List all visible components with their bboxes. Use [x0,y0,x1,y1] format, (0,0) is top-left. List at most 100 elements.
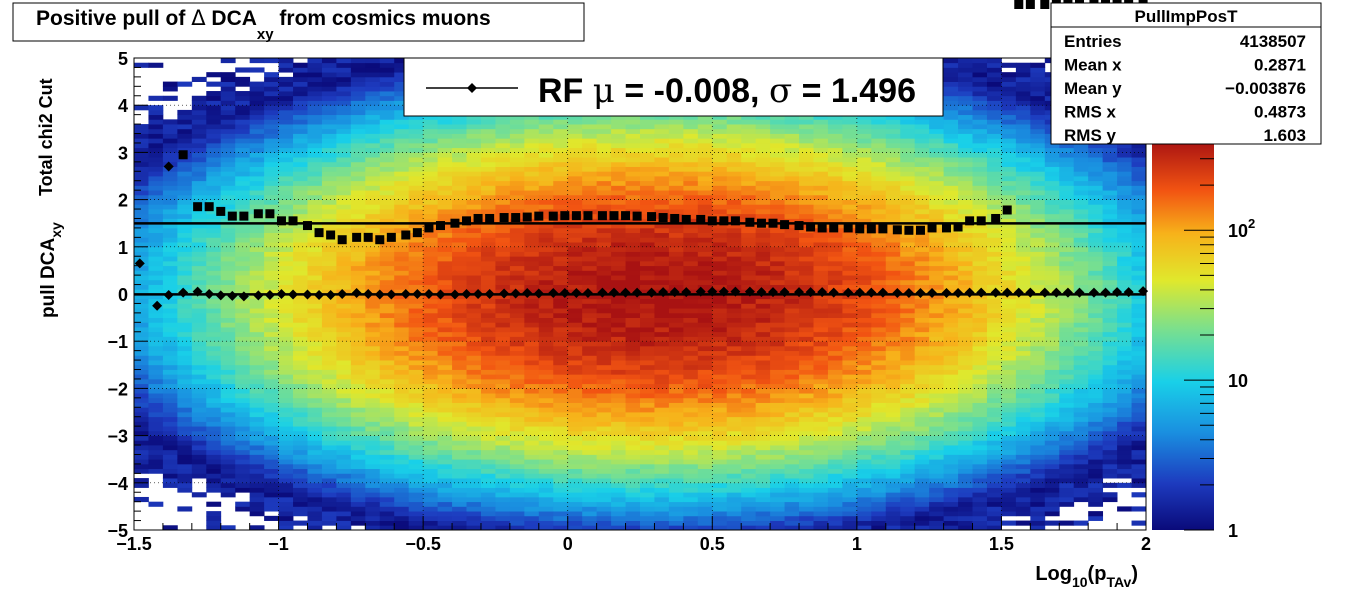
heatmap-cell [726,242,742,248]
heatmap-cell [567,223,583,229]
heatmap-cell [336,128,352,134]
heatmap-cell [379,218,395,224]
heatmap-cell [206,251,222,257]
heatmap-cell [683,345,699,352]
heatmap-cell [437,463,453,470]
heatmap-cell [683,171,699,177]
heatmap-cell [307,350,323,356]
heatmap-cell [206,478,222,484]
heatmap-cell [264,449,279,455]
heatmap-cell [596,416,612,422]
heatmap-cell [799,157,814,163]
heatmap-cell [712,520,728,526]
heatmap-cell [423,355,438,361]
heatmap-cell [480,275,496,281]
heatmap-cell [293,341,308,347]
heatmap-cell [206,312,222,318]
heatmap-cell [726,454,742,460]
heatmap-cell [394,246,410,252]
heatmap-cell [249,407,265,413]
heatmap-cell [582,176,598,182]
heatmap-cell [582,515,598,521]
heatmap-cell [235,147,251,153]
heatmap-cell [148,242,164,248]
heatmap-cell [726,265,742,271]
heatmap-cell [553,317,569,323]
heatmap-cell [480,378,496,385]
heatmap-cell [842,515,858,521]
heatmap-cell [134,440,149,446]
heatmap-cell [278,62,294,68]
heatmap-cell [220,251,236,257]
heatmap-cell [553,440,569,446]
heatmap-cell [191,105,207,111]
heatmap-cell [596,473,612,479]
heatmap-cell [394,157,410,163]
heatmap-cell [480,124,496,130]
heatmap-cell [408,142,424,149]
heatmap-cell [365,260,381,267]
heatmap-cell [249,388,265,394]
heatmap-cell [394,322,410,328]
heatmap-cell [842,506,858,512]
heatmap-cell [524,298,540,304]
heatmap-cell [452,190,467,196]
heatmap-cell [177,199,193,205]
heatmap-cell [206,275,222,281]
heatmap-cell [220,81,236,87]
heatmap-cell [640,374,655,380]
heatmap-cell [264,251,279,257]
heatmap-cell [394,138,410,144]
heatmap-cell [206,95,222,101]
heatmap-cell [235,279,251,285]
heatmap-cell [741,501,757,507]
heatmap-cell [827,303,843,309]
heatmap-cell [640,128,655,134]
heatmap-cell [668,171,684,177]
heatmap-cell [365,487,381,493]
heatmap-cell [553,279,569,285]
heatmap-cell [134,133,149,139]
heatmap-cell [466,341,482,347]
heatmap-cell [538,374,554,380]
heatmap-cell [336,331,352,337]
heatmap-cell [394,511,410,517]
heatmap-cell [755,454,771,460]
heatmap-cell [191,190,207,196]
heatmap-cell [264,412,279,418]
heatmap-cell [249,95,265,101]
heatmap-cell [307,194,323,200]
heatmap-cell [654,331,670,337]
heatmap-cell [191,435,207,441]
heatmap-cell [394,76,410,82]
heatmap-cell [307,515,323,521]
heatmap-cell [697,397,713,403]
heatmap-cell [871,478,887,484]
heatmap-cell [191,199,207,205]
heatmap-cell [726,246,742,252]
heatmap-cell [452,496,467,503]
heatmap-cell [697,435,713,441]
heatmap-cell [365,317,381,323]
heatmap-cell [206,237,222,243]
heatmap-cell [697,430,713,436]
heatmap-cell [321,426,337,432]
heatmap-cell [365,397,381,403]
heatmap-cell [582,496,598,503]
heatmap-cell [191,350,207,356]
heatmap-cell [408,119,424,125]
heatmap-cell [466,194,482,200]
heatmap-cell [293,152,308,158]
heatmap-cell [524,246,540,252]
heatmap-cell [842,204,858,210]
heatmap-cell [437,133,453,139]
heatmap-cell [235,407,251,413]
heatmap-cell [307,303,323,309]
heatmap-cell [321,218,337,224]
heatmap-cell [524,308,540,314]
heatmap-cell [321,147,337,153]
heatmap-cell [611,364,626,370]
heatmap-cell [293,72,308,78]
heatmap-cell [799,190,814,196]
heatmap-cell [538,449,554,455]
